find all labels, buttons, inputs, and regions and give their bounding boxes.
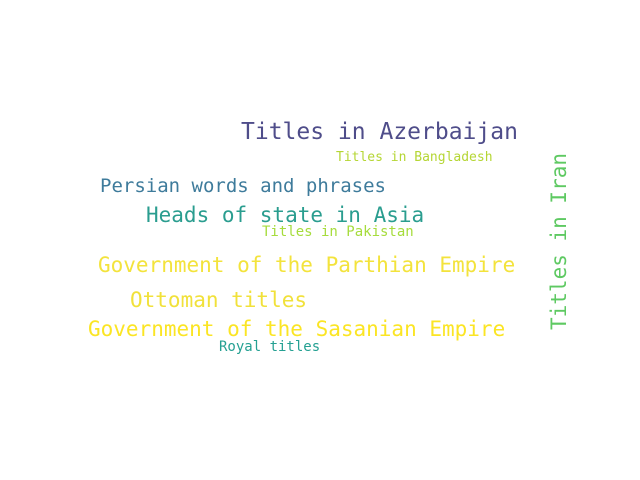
word-titles-in-iran: Titles in Iran xyxy=(547,152,571,330)
word-persian-words-and-phrases: Persian words and phrases xyxy=(100,175,386,197)
word-government-of-the-parthian-empire: Government of the Parthian Empire xyxy=(98,253,516,277)
word-heads-of-state-in-asia: Heads of state in Asia xyxy=(146,203,425,227)
word-titles-in-pakistan: Titles in Pakistan xyxy=(262,224,414,240)
word-titles-in-azerbaijan: Titles in Azerbaijan xyxy=(241,119,518,145)
word-government-of-the-sasanian-empire: Government of the Sasanian Empire xyxy=(88,317,506,341)
word-royal-titles: Royal titles xyxy=(219,339,321,355)
word-ottoman-titles: Ottoman titles xyxy=(130,288,308,312)
word-titles-in-bangladesh: Titles in Bangladesh xyxy=(336,150,493,165)
